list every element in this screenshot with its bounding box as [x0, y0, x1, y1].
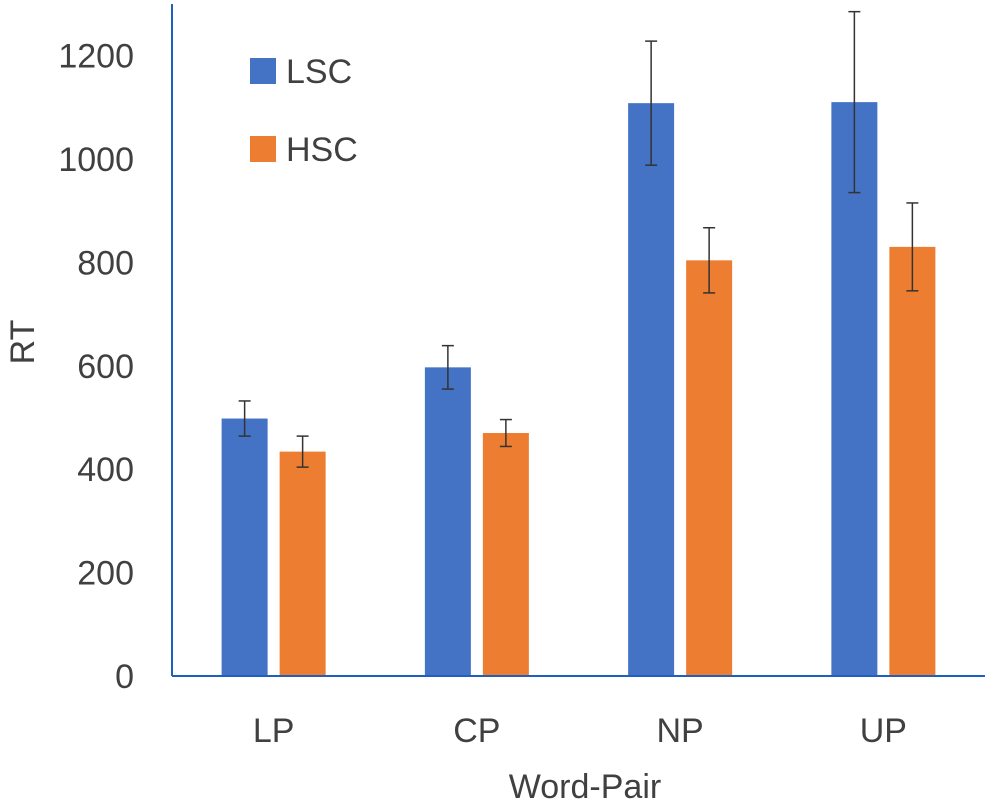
- y-axis-title: RT: [4, 320, 42, 365]
- y-tick-label: 800: [77, 244, 134, 282]
- y-tick-label: 0: [115, 658, 134, 696]
- y-tick-label: 400: [77, 451, 134, 489]
- error-bars-layer: [238, 10, 919, 468]
- x-tick-labels: LP CP NP UP: [253, 712, 907, 750]
- y-tick-label: 1000: [58, 141, 134, 179]
- bar-lsc-cp: [424, 367, 471, 676]
- bar-lsc-up: [831, 102, 878, 676]
- bar-lsc-lp: [221, 418, 268, 676]
- y-tick-label: 600: [77, 348, 134, 386]
- y-tick-label: 1200: [58, 38, 134, 76]
- x-tick-label: UP: [860, 712, 907, 750]
- bar-hsc-cp: [482, 433, 529, 676]
- legend-label-lsc: LSC: [286, 53, 352, 91]
- bar-hsc-up: [889, 246, 936, 676]
- x-axis-title: Word-Pair: [509, 768, 661, 804]
- legend: LSC HSC: [250, 53, 358, 169]
- bar-hsc-lp: [279, 451, 326, 676]
- bar-lsc-np: [628, 103, 675, 676]
- y-tick-labels: 0 200 400 600 800 1000 1200: [58, 38, 134, 696]
- legend-swatch-hsc: [250, 136, 276, 162]
- x-tick-label: CP: [453, 712, 500, 750]
- legend-swatch-lsc: [250, 58, 276, 84]
- bar-hsc-np: [686, 260, 733, 676]
- bars-layer: [221, 102, 936, 676]
- y-tick-label: 200: [77, 555, 134, 593]
- x-tick-label: NP: [657, 712, 704, 750]
- x-tick-label: LP: [253, 712, 295, 750]
- legend-label-hsc: HSC: [286, 131, 358, 169]
